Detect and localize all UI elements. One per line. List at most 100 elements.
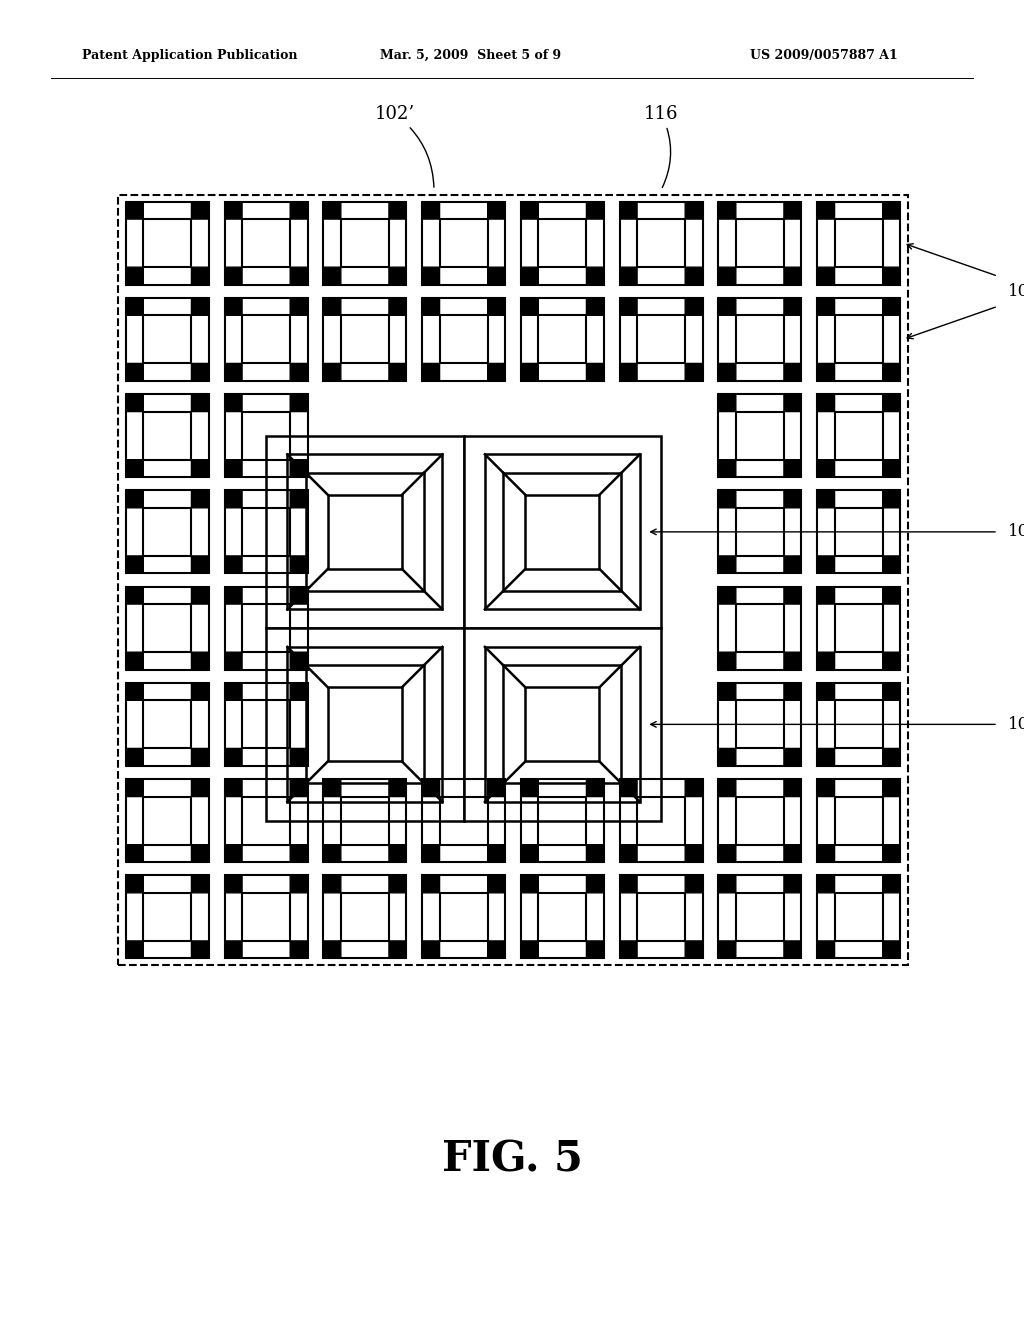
Polygon shape [620,298,637,315]
Polygon shape [389,363,407,380]
Polygon shape [719,395,736,412]
Bar [719,779,801,862]
Polygon shape [685,875,702,892]
Polygon shape [719,395,736,412]
Polygon shape [620,845,637,862]
Polygon shape [817,652,835,669]
Polygon shape [487,875,505,892]
Text: FIG. 5: FIG. 5 [441,1139,583,1181]
Polygon shape [126,875,143,892]
Polygon shape [784,652,801,669]
Polygon shape [487,779,505,796]
Polygon shape [685,298,702,315]
Polygon shape [224,267,242,285]
Polygon shape [324,941,341,958]
Bar [126,875,209,958]
Bar [242,892,290,941]
Bar [835,412,883,459]
Polygon shape [290,779,307,796]
Polygon shape [784,586,801,605]
Polygon shape [620,202,637,219]
Polygon shape [422,941,439,958]
Bar [736,315,784,363]
Polygon shape [883,845,900,862]
Polygon shape [191,748,209,766]
Polygon shape [191,682,209,701]
Polygon shape [224,875,242,892]
Polygon shape [126,267,143,285]
Polygon shape [487,875,505,892]
Polygon shape [817,202,835,219]
Bar [521,202,604,285]
Polygon shape [126,845,143,862]
Polygon shape [719,459,736,477]
Polygon shape [521,298,539,315]
Polygon shape [224,779,242,796]
Polygon shape [191,491,209,508]
Polygon shape [817,652,835,669]
Bar [719,395,801,477]
Polygon shape [389,267,407,285]
Bar [525,495,599,569]
Polygon shape [719,682,736,701]
Polygon shape [719,845,736,862]
Polygon shape [883,298,900,315]
Polygon shape [817,298,835,315]
Polygon shape [784,202,801,219]
Polygon shape [784,779,801,796]
Polygon shape [126,556,143,573]
Text: 116: 116 [644,106,678,187]
Polygon shape [817,941,835,958]
Polygon shape [587,941,604,958]
Polygon shape [422,779,439,796]
Bar [835,796,883,845]
Polygon shape [191,202,209,219]
Polygon shape [224,652,242,669]
Polygon shape [719,363,736,380]
Polygon shape [784,395,801,412]
Polygon shape [587,941,604,958]
Polygon shape [719,652,736,669]
Polygon shape [784,202,801,219]
Polygon shape [719,298,736,315]
Bar [736,412,784,459]
Polygon shape [817,845,835,862]
Polygon shape [817,682,835,701]
Polygon shape [389,779,407,796]
Polygon shape [784,459,801,477]
Polygon shape [487,363,505,380]
Bar [637,315,685,363]
Polygon shape [719,941,736,958]
Polygon shape [685,779,702,796]
Polygon shape [324,267,341,285]
Polygon shape [685,875,702,892]
Polygon shape [817,202,835,219]
Bar [719,298,801,380]
Bar [288,454,442,610]
Polygon shape [422,845,439,862]
Polygon shape [126,267,143,285]
Polygon shape [685,363,702,380]
Bar [224,875,307,958]
Bar [126,682,209,766]
Polygon shape [191,202,209,219]
Polygon shape [389,267,407,285]
Polygon shape [620,845,637,862]
Polygon shape [685,941,702,958]
Bar [422,779,505,862]
Polygon shape [290,586,307,605]
Polygon shape [224,748,242,766]
Polygon shape [685,779,702,796]
Polygon shape [290,298,307,315]
Polygon shape [487,298,505,315]
Bar [224,395,307,477]
Polygon shape [126,941,143,958]
Bar [143,508,191,556]
Polygon shape [324,845,341,862]
Polygon shape [883,395,900,412]
Bar [539,219,587,267]
Polygon shape [290,875,307,892]
Polygon shape [587,267,604,285]
Polygon shape [719,586,736,605]
Polygon shape [487,779,505,796]
